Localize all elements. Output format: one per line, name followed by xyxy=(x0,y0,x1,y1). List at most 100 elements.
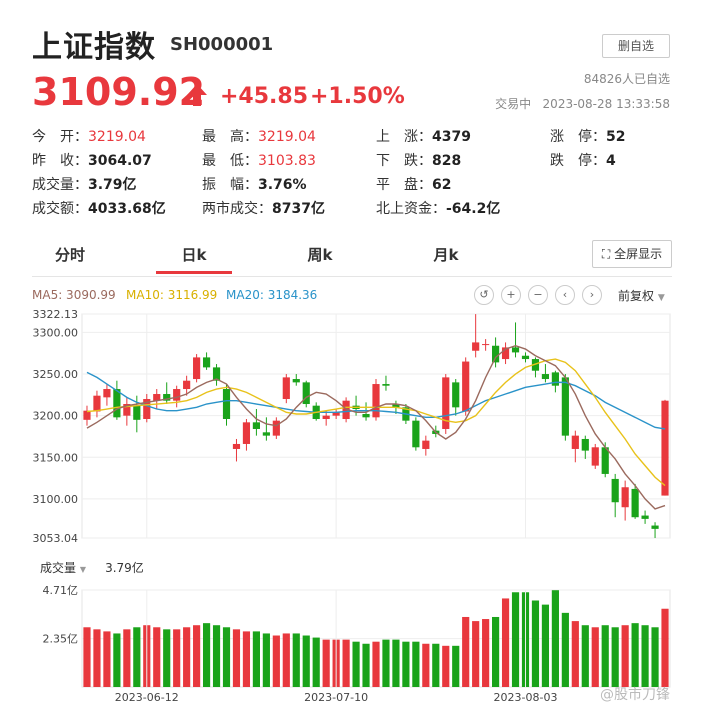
volume-bar xyxy=(83,627,91,687)
stat-item: 今 开：3219.04 xyxy=(32,126,146,146)
tab-weekly[interactable]: 周k xyxy=(307,246,333,264)
candle-body xyxy=(342,400,350,419)
candle-body xyxy=(521,355,530,360)
ma10-legend: MA10: 3116.99 xyxy=(126,288,218,302)
volume-bar xyxy=(551,590,559,687)
stat-label: 今 开： xyxy=(32,129,88,145)
volume-bar xyxy=(541,604,550,687)
stat-label: 最 低： xyxy=(202,153,258,169)
chevron-down-icon: ▼ xyxy=(79,565,86,574)
volume-bar xyxy=(621,625,629,687)
stat-value: 3064.07 xyxy=(88,153,152,169)
candle-body xyxy=(621,487,629,508)
volume-value: 3.79亿 xyxy=(105,561,144,575)
volume-bar xyxy=(103,631,111,687)
stat-value: 4379 xyxy=(432,129,471,145)
volume-bar xyxy=(561,612,569,687)
volume-bar xyxy=(222,627,231,687)
volume-bar xyxy=(173,629,181,687)
candlestick-chart[interactable]: 3322.13 3300.00 3250.00 3200.00 3150.00 3100.… xyxy=(0,300,712,545)
minus-icon[interactable]: − xyxy=(528,285,548,305)
stat-value: 3.76% xyxy=(258,177,307,193)
candle-body xyxy=(551,372,559,386)
candle-body xyxy=(193,357,201,380)
chevron-down-icon: ▼ xyxy=(657,293,665,303)
candle-body xyxy=(511,347,520,353)
volume-bar xyxy=(252,631,260,687)
volume-bar xyxy=(651,627,659,687)
stat-label: 下 跌： xyxy=(376,153,432,169)
price-change-pct: +1.50% xyxy=(310,84,405,109)
stat-value: 3219.04 xyxy=(258,129,316,145)
stat-label: 两市成交： xyxy=(202,201,272,217)
stat-label: 最 高： xyxy=(202,129,258,145)
stat-item: 成交额：4033.68亿 xyxy=(32,198,166,218)
volume-bar xyxy=(202,623,211,687)
fullscreen-button[interactable]: ⛶ 全屏显示 xyxy=(592,240,672,268)
candle-body xyxy=(123,404,131,416)
candle-body xyxy=(252,422,260,429)
stat-value: 3219.04 xyxy=(88,129,146,145)
volume-bar xyxy=(432,643,440,687)
volume-bar xyxy=(362,643,370,687)
stat-item: 最 低：3103.83 xyxy=(202,150,316,170)
tab-intraday[interactable]: 分时 xyxy=(54,246,85,264)
volume-label-row: 成交量 ▼ 3.79亿 xyxy=(40,559,144,576)
candle-body xyxy=(571,435,579,449)
volume-bar xyxy=(412,641,420,687)
volume-bar xyxy=(93,629,101,687)
stat-label: 成交额： xyxy=(32,201,88,217)
chevron-left-icon[interactable]: ‹ xyxy=(555,285,575,305)
candle-body xyxy=(332,412,340,416)
volume-bar xyxy=(212,625,221,687)
candle-body xyxy=(472,342,480,351)
volume-bar xyxy=(591,627,599,687)
stat-label: 北上资金： xyxy=(376,201,446,217)
candle-body xyxy=(482,344,490,346)
volume-bar xyxy=(601,625,609,687)
candle-body xyxy=(202,357,211,368)
candle-body xyxy=(262,432,270,436)
volume-bar xyxy=(402,641,410,687)
candle-body xyxy=(442,377,450,429)
stat-item: 两市成交：8737亿 xyxy=(202,198,325,218)
stat-item: 平 盘：62 xyxy=(376,174,451,194)
stat-item: 北上资金：-64.2亿 xyxy=(376,198,500,218)
volume-bar xyxy=(492,616,500,687)
plus-icon[interactable]: + xyxy=(501,285,521,305)
volume-chart[interactable]: 4.71亿 2.35亿 2023-06-12 2023-07-10 2023-08-03 xyxy=(0,580,712,705)
stat-value: 8737亿 xyxy=(272,201,325,217)
stat-value: 62 xyxy=(432,177,452,193)
volume-bar xyxy=(322,639,330,687)
volume-bar xyxy=(531,600,540,687)
volume-bar xyxy=(193,625,201,687)
stat-value: 4 xyxy=(606,153,616,169)
candle-body xyxy=(163,394,171,401)
tab-daily[interactable]: 日k xyxy=(156,244,232,274)
volume-bar xyxy=(581,625,589,687)
follower-count: 84826人已自选 xyxy=(583,72,670,86)
candle-body xyxy=(651,525,659,529)
volume-bar xyxy=(153,627,161,687)
volume-bar xyxy=(511,592,520,687)
tab-monthly[interactable]: 月k xyxy=(433,246,459,264)
candle-body xyxy=(282,377,290,400)
volume-bar xyxy=(611,627,619,687)
candle-body xyxy=(242,422,251,444)
price-change: +45.85 xyxy=(220,84,309,109)
remove-watchlist-button[interactable]: 删自选 xyxy=(602,34,670,58)
stat-label: 涨 停： xyxy=(550,129,606,145)
fullscreen-icon: ⛶ xyxy=(601,247,611,261)
volume-bar xyxy=(242,631,251,687)
up-arrow-icon xyxy=(187,84,207,106)
volume-bar xyxy=(501,598,510,687)
candle-body xyxy=(452,382,460,408)
undo-icon[interactable]: ↺ xyxy=(474,285,494,305)
status-text: 交易中 xyxy=(495,97,532,111)
tab-bar: 分时 日k 周k 月k xyxy=(32,240,672,277)
chevron-right-icon[interactable]: › xyxy=(582,285,602,305)
candle-body xyxy=(641,515,649,519)
candle-body xyxy=(501,347,510,360)
adjust-select[interactable]: 前复权 ▼ xyxy=(618,287,665,304)
candle-body xyxy=(183,380,191,390)
